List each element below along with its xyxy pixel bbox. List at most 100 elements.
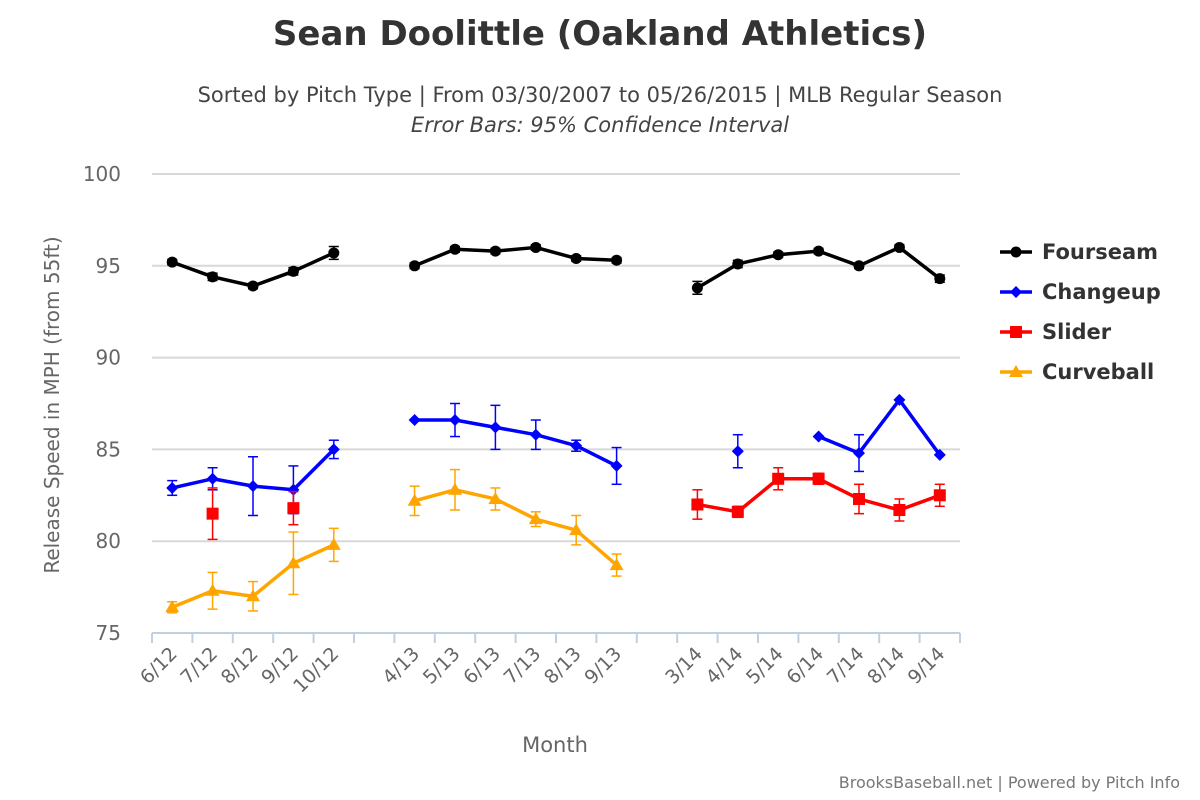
changeup-line — [817, 398, 942, 456]
changeup-point — [206, 472, 219, 485]
changeup-point — [247, 480, 259, 493]
x-tick-label: 8/12 — [217, 643, 263, 689]
curveball-line — [414, 488, 618, 567]
legend-item-fourseam[interactable]: Fourseam — [1000, 232, 1161, 272]
curveball-point — [326, 537, 341, 550]
changeup-point — [893, 393, 906, 406]
slider-point — [287, 502, 300, 515]
slider-point — [933, 489, 946, 502]
curveball-legend-symbol — [1000, 365, 1032, 377]
series-curveball — [165, 468, 624, 614]
fourseam-point — [611, 254, 623, 266]
fourseam-legend-symbol — [1000, 246, 1032, 258]
legend-item-curveball[interactable]: Curveball — [1000, 352, 1161, 392]
fourseam-point — [772, 249, 784, 261]
legend-item-changeup[interactable]: Changeup — [1000, 272, 1161, 312]
x-tick-label: 9/13 — [580, 643, 626, 689]
fourseam-point — [853, 260, 865, 272]
fourseam-line — [413, 245, 617, 268]
fourseam-point — [732, 258, 744, 270]
chart-error-bar-note: Error Bars: 95% Confidence Interval — [410, 113, 790, 137]
series-layer — [165, 241, 946, 614]
fourseam-point — [893, 241, 905, 253]
x-tick-label: 8/14 — [863, 643, 909, 689]
curveball-point — [165, 600, 180, 613]
legend-label: Fourseam — [1042, 240, 1159, 264]
curveball-point — [609, 558, 624, 571]
x-tick-label: 6/12 — [136, 643, 182, 689]
fourseam-point — [449, 243, 461, 255]
changeup-point — [408, 414, 421, 427]
changeup-point — [933, 448, 946, 461]
curveball-point — [407, 493, 422, 506]
changeup-point — [731, 445, 744, 458]
fourseam-point — [691, 282, 703, 294]
slider-point — [772, 472, 785, 485]
x-tick-label: 10/12 — [289, 643, 343, 697]
y-tick-label: 90 — [96, 346, 121, 370]
x-tick-label: 4/13 — [378, 643, 424, 689]
fourseam-point — [489, 245, 501, 257]
x-tick-label: 5/13 — [419, 643, 465, 689]
slider-point — [853, 492, 865, 505]
fourseam-point — [409, 260, 421, 272]
changeup-point — [529, 428, 542, 441]
curveball-point — [488, 491, 503, 504]
y-tick-label: 80 — [96, 529, 121, 553]
curveball-point — [286, 556, 301, 569]
slider-legend-marker — [1010, 326, 1022, 338]
legend-item-slider[interactable]: Slider — [1000, 312, 1161, 352]
y-tick-label: 85 — [96, 437, 121, 461]
series-slider — [206, 467, 946, 541]
chart-title: Sean Doolittle (Oakland Athletics) — [272, 14, 928, 54]
chart-legend: Fourseam Changeup Slider Curveball — [1000, 232, 1161, 392]
curveball-point — [246, 589, 260, 602]
slider-legend-symbol — [1000, 326, 1032, 338]
curveball-point — [528, 512, 543, 525]
changeup-legend-marker — [1010, 286, 1022, 298]
y-axis-label: Release Speed in MPH (from 55ft) — [40, 236, 64, 574]
fourseam-point — [328, 247, 340, 259]
y-tick-label: 100 — [83, 162, 121, 186]
x-tick-label: 6/14 — [782, 643, 828, 689]
y-tick-label: 95 — [96, 254, 121, 278]
slider-point — [691, 498, 704, 511]
fourseam-point — [247, 280, 259, 292]
changeup-point — [812, 430, 825, 443]
x-tick-label: 8/13 — [540, 643, 586, 689]
fourseam-point — [570, 252, 582, 264]
curveball-point — [448, 482, 462, 495]
fourseam-point — [207, 271, 219, 283]
changeup-point — [570, 439, 583, 452]
series-changeup — [166, 393, 946, 517]
changeup-point — [853, 447, 865, 460]
slider-point — [206, 507, 219, 520]
fourseam-point — [530, 241, 542, 253]
slider-point — [893, 503, 906, 516]
fourseam-point — [934, 273, 946, 285]
fourseam-point — [166, 256, 178, 268]
chart-subtitle: Sorted by Pitch Type | From 03/30/2007 t… — [197, 83, 1003, 107]
fourseam-legend-marker — [1010, 246, 1022, 258]
legend-label: Curveball — [1042, 360, 1155, 384]
x-tick-label: 4/14 — [702, 643, 748, 689]
changeup-point — [166, 481, 179, 494]
changeup-line — [414, 418, 618, 468]
changeup-point — [327, 443, 340, 456]
x-tick-label: 7/13 — [500, 643, 546, 689]
chart-credits[interactable]: BrooksBaseball.net | Powered by Pitch In… — [838, 773, 1180, 792]
curveball-point — [569, 523, 584, 536]
x-tick-label: 9/14 — [904, 643, 950, 689]
x-tick-label: 5/14 — [742, 643, 788, 689]
curveball-point — [205, 583, 220, 596]
slider-point — [731, 505, 744, 518]
curveball-legend-marker — [1009, 365, 1023, 377]
changeup-legend-symbol — [1000, 286, 1032, 298]
fourseam-point — [813, 245, 825, 257]
x-tick-label: 7/12 — [176, 643, 222, 689]
series-fourseam — [166, 241, 946, 296]
y-tick-label: 75 — [96, 621, 121, 645]
legend-label: Changeup — [1042, 280, 1161, 304]
changeup-point — [449, 414, 461, 427]
